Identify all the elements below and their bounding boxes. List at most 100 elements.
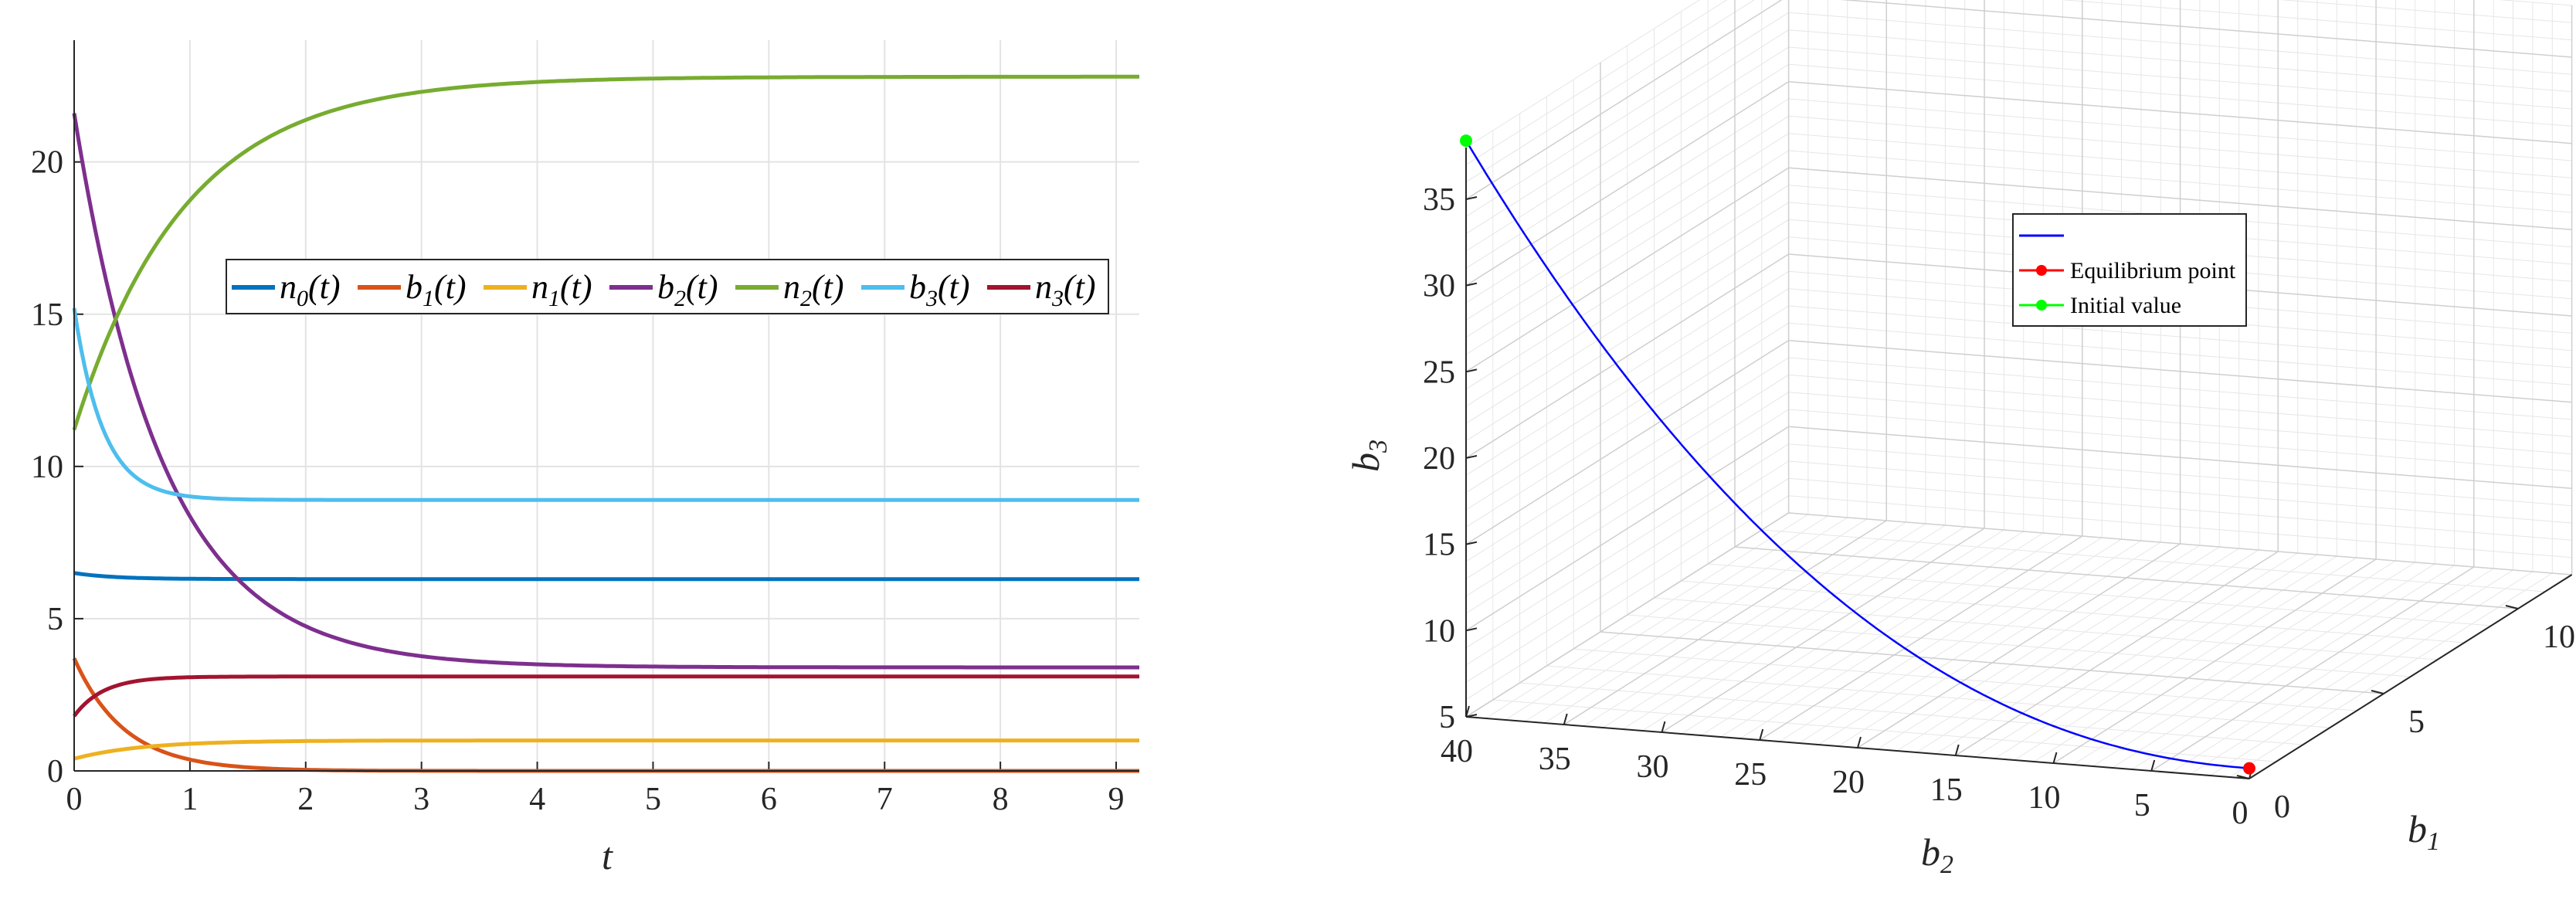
b2-tick-label: 15 (1930, 772, 1963, 808)
z-tick (1465, 368, 1478, 373)
back-major (1788, 339, 2572, 403)
time-series-chart: 0 1 2 3 4 5 6 7 8 9 0 5 10 15 20 t n0(t) b1(t) n1(t) b2(… (31, 40, 1139, 878)
legend-3d: Equilibrium point Initial value (2012, 213, 2247, 327)
floor-major (1857, 543, 2181, 749)
legend-label: n2(t) (783, 268, 844, 311)
back-major (1788, 426, 2572, 490)
y-tick-label: 20 (31, 145, 63, 181)
side-grid-line (1465, 0, 1728, 165)
legend-marker-3d (2036, 265, 2047, 276)
b2-tick (1563, 713, 1568, 725)
x-tick-label: 5 (645, 782, 661, 817)
grid (73, 40, 1139, 772)
b1-tick (2236, 775, 2250, 779)
z-tick (1465, 455, 1478, 459)
b2-tick-label: 10 (2028, 780, 2061, 816)
legend-label-3d: Initial value (2070, 293, 2181, 318)
legend: n0(t) b1(t) n1(t) b2(t) n2(t) b3(t) n3(t) (226, 259, 1109, 314)
x-tick-label: 2 (297, 782, 314, 817)
z-tick-label: 15 (1423, 528, 1455, 563)
b2-tick (1954, 744, 1960, 756)
back-major (1788, 167, 2572, 231)
x-tick-labels: 0 1 2 3 4 5 6 7 8 9 (66, 782, 1125, 817)
x-axis-label-3d: b1 (2408, 807, 2440, 856)
z-tick (1465, 541, 1478, 545)
b1-tick-label: 5 (2408, 704, 2425, 740)
b2-tick-label: 25 (1734, 757, 1767, 793)
z-tick-label: 35 (1423, 182, 1455, 218)
legend-label: n1(t) (531, 268, 592, 311)
b1-axis (2248, 574, 2573, 779)
floor-major (1955, 551, 2279, 756)
z-axis-label: b3 (1344, 440, 1393, 472)
b2-tick (1465, 705, 1470, 718)
b1-tick (2505, 605, 2519, 609)
floor-major (1759, 535, 2083, 741)
y-tick-labels: 0 5 10 15 20 (31, 145, 63, 789)
legend-label: n0(t) (280, 268, 341, 311)
series-line-n0 (73, 571, 1139, 582)
back-major (1840, 0, 2572, 58)
z-tick (1465, 714, 1478, 718)
equilibrium-point-marker (2243, 762, 2255, 775)
series-line-n3 (73, 674, 1139, 718)
floor-major (1563, 520, 1887, 725)
b2-tick (2150, 759, 2156, 772)
series-lines (72, 74, 1139, 773)
3d-tick-labels: 5 10 15 20 25 30 35 40 35 30 25 20 15 10 5 0 0 5 10 (1423, 182, 2575, 831)
x-tick-label: 1 (182, 782, 198, 817)
b2-tick-label: 5 (2134, 788, 2150, 823)
legend-label: b2(t) (657, 268, 718, 311)
y-axis-label: b2 (1921, 830, 1953, 879)
series-line-n1 (73, 738, 1139, 761)
z-tick (1465, 196, 1478, 200)
initial-value-marker (1460, 134, 1472, 148)
b1-tick-label: 10 (2543, 620, 2575, 655)
floor-major (1661, 528, 1985, 733)
x-tick-label: 3 (413, 782, 429, 817)
floor-major (2150, 566, 2475, 772)
y-tick-label: 10 (31, 450, 63, 485)
z-tick (1465, 282, 1478, 287)
b2-tick-label: 30 (1637, 749, 1669, 785)
x-tick-label: 0 (66, 782, 83, 817)
x-tick-label: 4 (529, 782, 545, 817)
y-tick-label: 5 (47, 602, 63, 637)
b2-tick (1661, 721, 1666, 733)
x-tick-label: 8 (993, 782, 1009, 817)
side-grid-line (1465, 0, 1701, 148)
floor-major (2053, 558, 2377, 764)
legend-label-3d: Equilibrium point (2070, 258, 2236, 283)
x-tick-label: 7 (877, 782, 893, 817)
back-major (1788, 80, 2572, 144)
legend-label: n3(t) (1035, 268, 1096, 311)
x-axis-label: t (602, 834, 613, 878)
series-line-n2 (72, 74, 1139, 431)
back-major (1788, 512, 2572, 575)
b2-tick (1759, 728, 1764, 741)
b2-tick-label: 40 (1441, 734, 1473, 769)
b2-tick-label: 0 (2232, 796, 2248, 831)
b1-tick (2371, 690, 2384, 694)
legend-label: b1(t) (406, 268, 467, 311)
y-tick-label: 0 (47, 754, 63, 789)
y-tick-label: 15 (31, 297, 63, 333)
b2-tick-label: 20 (1832, 765, 1865, 800)
b2-tick-label: 35 (1539, 742, 1571, 777)
trajectory-curve (1464, 140, 2250, 769)
3d-axes (1465, 148, 2573, 779)
floor-major (1734, 546, 2519, 609)
floor-major (1600, 631, 2384, 694)
legend-label: b3(t) (909, 268, 970, 311)
x-tick-label: 9 (1108, 782, 1125, 817)
z-tick-label: 20 (1423, 441, 1455, 477)
series-line-b2 (72, 113, 1139, 670)
b2-tick (2052, 752, 2058, 764)
z-tick-label: 5 (1439, 700, 1455, 735)
z-tick-label: 10 (1423, 613, 1455, 649)
z-tick-label: 30 (1423, 269, 1455, 304)
3d-grid (1465, 0, 2573, 779)
back-grid-line (2279, 0, 2572, 23)
